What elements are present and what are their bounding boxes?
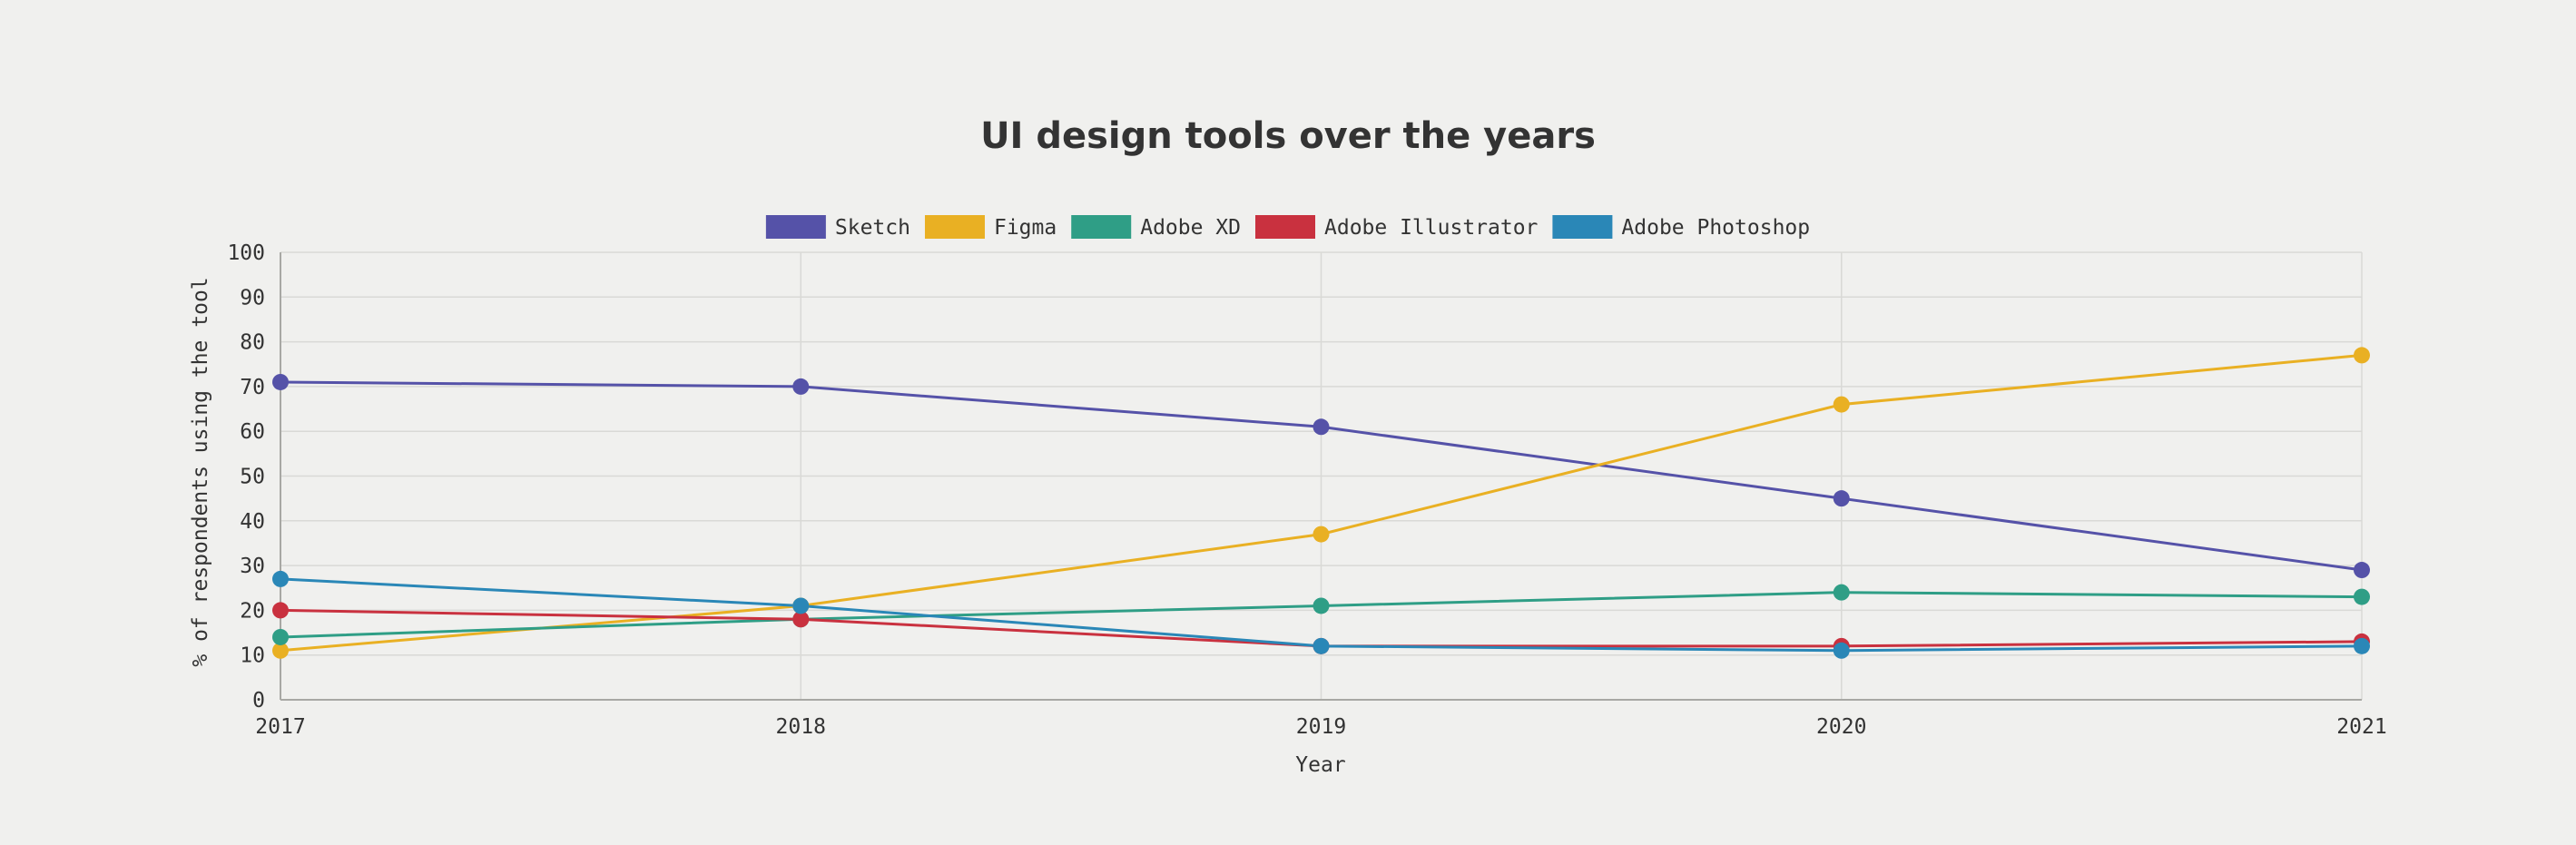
data-point-adobe-xd[interactable] — [1313, 597, 1330, 614]
x-tick-label: 2021 — [2336, 715, 2386, 739]
y-tick-label: 10 — [240, 644, 265, 668]
data-point-figma[interactable] — [2354, 347, 2370, 364]
legend-label: Adobe Illustrator — [1324, 216, 1538, 240]
legend: Sketch Figma Adobe XD Adobe Illustrator Adob… — [765, 215, 1810, 240]
data-point-adobe-xd[interactable] — [272, 628, 289, 645]
legend-swatch — [1071, 215, 1132, 239]
data-point-adobe-photoshop[interactable] — [272, 570, 289, 587]
series-plot-area — [272, 347, 2370, 659]
data-point-adobe-xd[interactable] — [2354, 588, 2370, 605]
legend-swatch — [1255, 215, 1315, 239]
data-point-adobe-photoshop[interactable] — [1313, 637, 1330, 654]
data-point-figma[interactable] — [1833, 396, 1850, 413]
legend-label: Adobe XD — [1140, 216, 1241, 240]
legend-item[interactable]: Adobe XD — [1071, 215, 1241, 240]
y-tick-label: 30 — [240, 555, 265, 578]
y-tick-label: 90 — [240, 286, 265, 310]
x-axis-title: Year — [1295, 753, 1345, 777]
x-tick-label: 2017 — [255, 715, 305, 739]
legend-item[interactable]: Sketch — [765, 215, 910, 240]
data-point-adobe-photoshop[interactable] — [792, 597, 810, 614]
y-tick-label: 40 — [240, 510, 265, 534]
y-tick-label: 20 — [240, 599, 265, 623]
y-axis-title: % of respondents using the tool — [189, 277, 212, 666]
legend-label: Adobe Photoshop — [1621, 216, 1810, 240]
data-point-sketch[interactable] — [1313, 418, 1330, 436]
data-point-adobe-illustrator[interactable] — [272, 602, 289, 619]
y-tick-label: 0 — [252, 689, 265, 712]
y-tick-label: 70 — [240, 376, 265, 399]
legend-label: Sketch — [835, 216, 910, 240]
legend-swatch — [1552, 215, 1613, 239]
x-tick-label: 2020 — [1816, 715, 1866, 739]
legend-item[interactable]: Figma — [924, 215, 1057, 240]
y-tick-label: 60 — [240, 420, 265, 444]
chart-title: UI design tools over the years — [980, 115, 1596, 157]
y-tick-label: 100 — [227, 241, 265, 265]
data-point-sketch[interactable] — [2354, 562, 2370, 579]
legend-swatch — [924, 215, 985, 239]
data-point-adobe-photoshop[interactable] — [2354, 637, 2370, 654]
data-point-adobe-xd[interactable] — [1833, 584, 1850, 601]
legend-item[interactable]: Adobe Illustrator — [1255, 215, 1538, 240]
data-point-adobe-illustrator[interactable] — [792, 611, 810, 628]
data-point-figma[interactable] — [1313, 526, 1330, 543]
y-tick-label: 80 — [240, 331, 265, 355]
x-tick-label: 2018 — [776, 715, 826, 739]
data-point-sketch[interactable] — [1833, 490, 1850, 507]
legend-label: Figma — [994, 216, 1057, 240]
x-tick-label: 2019 — [1296, 715, 1346, 739]
data-point-sketch[interactable] — [272, 373, 289, 390]
y-tick-label: 50 — [240, 466, 265, 489]
data-point-figma[interactable] — [272, 642, 289, 659]
data-point-sketch[interactable] — [792, 378, 810, 395]
grid — [280, 251, 2363, 701]
axes: 0 10 20 30 40 50 60 70 80 90 100 2017 2018 2019 2020 20… — [227, 241, 2386, 739]
legend-swatch — [765, 215, 826, 239]
legend-item[interactable]: Adobe Photoshop — [1552, 215, 1810, 240]
data-point-adobe-photoshop[interactable] — [1833, 642, 1850, 659]
